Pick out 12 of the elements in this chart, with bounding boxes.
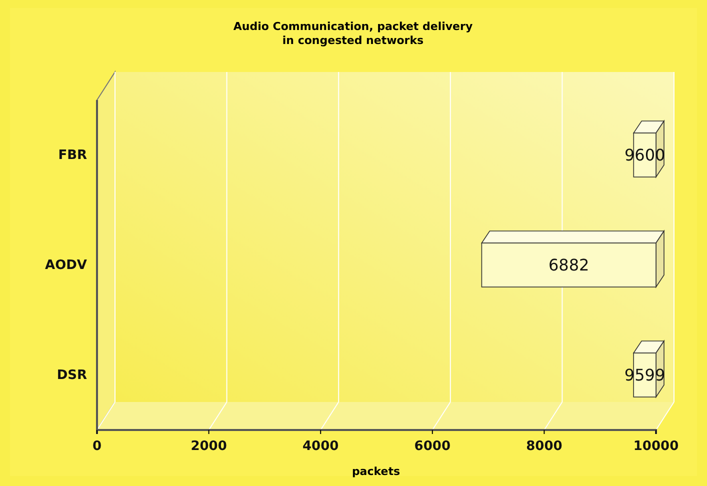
y-tick-label: FBR [58,148,87,164]
x-tick-label: 10000 [633,439,679,454]
x-tick-label: 4000 [302,439,339,454]
x-tick-label: 0 [92,439,102,454]
chart-title: Audio Communication, packet delivery in congested networks [233,20,473,47]
x-tick-label: 2000 [190,439,227,454]
x-tick-label: 6000 [414,439,450,454]
annotation: 6882 [548,256,590,275]
x-axis-title: packets [352,465,400,478]
x-tick-label: 8000 [526,439,562,454]
y-tick-label: DSR [56,368,87,384]
y-tick-label: AODV [45,258,87,274]
